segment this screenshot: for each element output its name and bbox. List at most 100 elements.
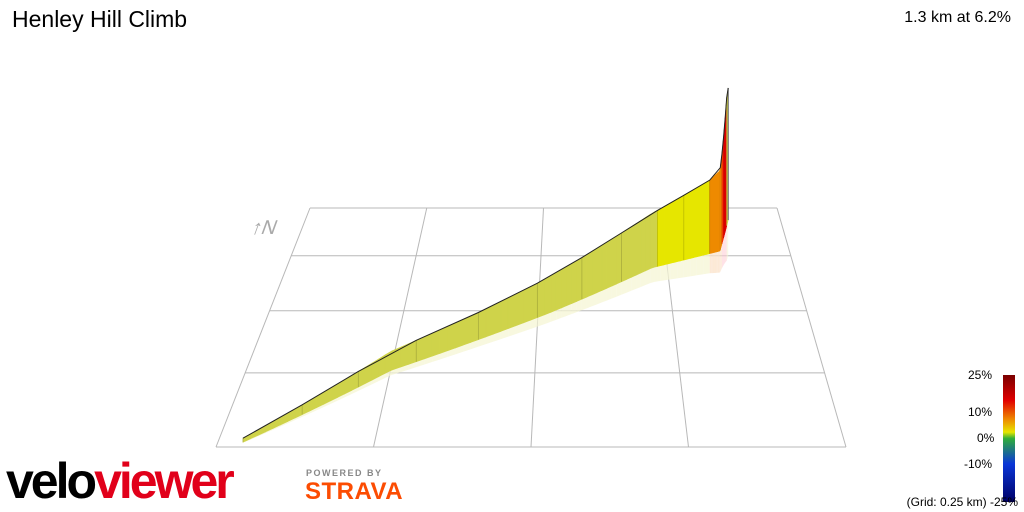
strava-logo[interactable]: STRAVA (305, 478, 404, 505)
profile-segment-3-2 (431, 329, 441, 357)
profile-segment-9-2 (690, 189, 694, 259)
shadow-segment-9-5 (700, 255, 704, 275)
profile-segment-3-4 (447, 322, 456, 352)
profile-segment-4-7 (529, 282, 538, 321)
profile-segment-2-0 (358, 366, 366, 388)
profile-segment-9-0 (683, 192, 688, 261)
profile-ridge-line (242, 87, 729, 439)
scale-label-25: 25% (968, 368, 993, 382)
shadow-segment-0-6 (287, 418, 295, 424)
grid-line-v-0 (215, 207, 311, 448)
shadow-segment-1-3 (323, 400, 331, 408)
shadow-segment-4-5 (515, 323, 523, 335)
shadow-segment-4-3 (500, 328, 509, 340)
profile-segment-5-1 (544, 275, 552, 316)
shadow-segment-7-6 (650, 267, 655, 284)
powered-by-label: POWERED BY (306, 468, 383, 478)
shadow-segment-10-5 (717, 251, 720, 273)
profile-segment-7-7 (653, 209, 658, 268)
shadow-segment-9-1 (687, 258, 691, 277)
profile-segment-8-7 (680, 194, 685, 262)
logo-viewer: viewer (94, 453, 234, 509)
profile-segment-5-6 (571, 260, 578, 305)
shadow-segment-1-0 (302, 411, 310, 417)
shadow-segment-8-7 (680, 260, 684, 278)
shadow-segment-7-3 (636, 272, 641, 289)
shadow-segment-9-3 (693, 256, 697, 276)
shadow-segment-8-2 (664, 264, 668, 281)
profile-segment-8-1 (660, 206, 665, 267)
shadow-segment-8-3 (667, 263, 671, 280)
shadow-segment-0-5 (280, 421, 288, 427)
profile-segment-7-4 (640, 216, 646, 274)
scale-label-0: 0% (977, 431, 995, 445)
shadow-segment-6-7 (616, 281, 622, 297)
shadow-segment-8-0 (657, 265, 661, 282)
profile-segment-9-1 (686, 190, 691, 260)
profile-segment-5-2 (550, 272, 557, 313)
shadow-segment-4-7 (530, 317, 538, 330)
shadow-segment-5-6 (571, 301, 577, 315)
svg-text:veloviewer: veloviewer (6, 453, 234, 509)
profile-segment-3-7 (470, 312, 479, 343)
gradient-color-scale (1003, 375, 1015, 502)
grid-note: (Grid: 0.25 km) -25% (907, 495, 1018, 509)
shadow-segment-9-0 (683, 259, 688, 278)
profile-segment-5-4 (561, 266, 567, 309)
shadow-segment-6-2 (591, 292, 597, 307)
shadow-segment-5-2 (550, 310, 557, 322)
profile-segment-6-5 (606, 238, 613, 289)
profile-segment-1-6 (344, 375, 352, 395)
shadow-segment-8-4 (670, 262, 674, 280)
profile-segment-8-5 (673, 198, 678, 263)
shadow-segment-7-2 (631, 275, 637, 291)
shadow-segment-7-7 (654, 266, 658, 282)
page-title: Henley Hill Climb (12, 6, 188, 32)
profile-segment-6-6 (611, 235, 618, 287)
shadow-segment-3-0 (416, 358, 425, 368)
shadow-segment-6-3 (596, 290, 602, 305)
shadow-segment-2-2 (371, 376, 379, 385)
shadow-segment-10-1 (711, 252, 713, 274)
shadow-segment-1-5 (337, 393, 345, 401)
profile-segment-6-4 (601, 241, 608, 291)
shadow-segment-1-7 (351, 387, 359, 395)
shadow-segment-9-6 (703, 254, 707, 275)
profile-segment-6-0 (581, 253, 588, 300)
shadow-segment-6-6 (611, 283, 617, 299)
profile-segment-7-1 (626, 226, 632, 281)
shadow-segment-7-0 (621, 279, 627, 295)
profile-segment-3-0 (415, 336, 425, 363)
profile-segment-9-4 (696, 185, 701, 258)
profile-segment-4-6 (522, 286, 531, 324)
profile-segment-8-2 (663, 204, 668, 266)
shadow-segment-7-1 (626, 277, 632, 293)
profile-segment-8-4 (670, 200, 675, 264)
shadow-segment-10-0 (709, 253, 712, 274)
shadow-segment-2-6 (400, 364, 409, 373)
profile-segment-4-4 (507, 293, 516, 330)
shadow-segment-2-0 (358, 383, 366, 391)
shadow-segment-4-1 (485, 334, 494, 345)
shadow-segment-8-6 (677, 260, 681, 279)
veloviewer-logo[interactable]: veloviewer (6, 450, 296, 510)
shadow-segment-2-3 (378, 373, 386, 382)
shadow-segment-4-0 (478, 336, 486, 347)
profile-segment-5-0 (537, 279, 545, 319)
profile-segment-6-2 (591, 247, 598, 296)
profile-segment-9-5 (699, 183, 704, 257)
shadow-segment-4-2 (493, 331, 501, 342)
shadow-segment-2-1 (365, 380, 372, 388)
shadow-segment-3-7 (470, 339, 479, 350)
shadow-segment-1-1 (309, 407, 317, 414)
shadow-segment-5-5 (566, 303, 572, 316)
profile-segment-6-3 (596, 244, 603, 294)
shadow-segment-8-5 (673, 261, 678, 279)
profile-segment-4-3 (500, 297, 509, 332)
profile-segment-3-6 (462, 315, 472, 346)
profile-segment-7-5 (645, 213, 651, 272)
shadow-segment-6-0 (581, 297, 587, 311)
logo-velo: velo (6, 453, 96, 509)
profile-segment-7-6 (649, 211, 655, 270)
